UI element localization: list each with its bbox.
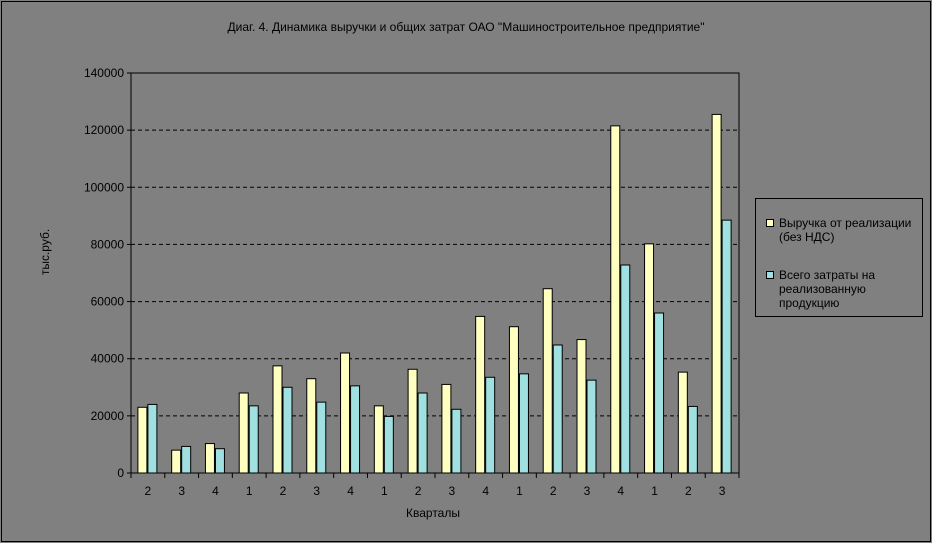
- bar-costs: [620, 264, 631, 474]
- bar-revenue: [644, 243, 655, 474]
- plot-area: [130, 72, 740, 474]
- x-axis-label: Кварталы: [406, 506, 460, 520]
- y-tick-label: 40000: [91, 352, 125, 366]
- x-tick-label: 4: [482, 484, 489, 498]
- x-tick-label: 1: [381, 484, 388, 498]
- bar-costs: [721, 219, 732, 474]
- bar-revenue: [306, 378, 317, 474]
- bar-costs: [282, 386, 293, 474]
- x-tick-label: 2: [280, 484, 287, 498]
- x-tick-label: 2: [145, 484, 152, 498]
- y-tick-label: 140000: [84, 66, 124, 80]
- x-tick-label: 3: [584, 484, 591, 498]
- bar-revenue: [576, 339, 587, 474]
- x-tick-label: 1: [246, 484, 253, 498]
- bar-costs: [350, 385, 361, 474]
- legend-label-costs: Всего затраты на реализованную продукцию: [779, 268, 876, 310]
- bar-revenue: [677, 371, 688, 474]
- x-tick-label: 1: [516, 484, 523, 498]
- x-tick-label: 3: [313, 484, 320, 498]
- legend-swatch-costs: [766, 271, 774, 279]
- bar-costs: [485, 376, 496, 474]
- bar-costs: [518, 373, 529, 474]
- bar-revenue: [238, 392, 249, 474]
- bar-costs: [654, 312, 665, 474]
- legend-label-revenue: Выручка от реализации (без НДС): [779, 216, 912, 244]
- y-axis-label: тыс.руб.: [38, 228, 52, 276]
- x-tick-label: 4: [617, 484, 624, 498]
- x-tick-label: 3: [449, 484, 456, 498]
- bar-revenue: [272, 365, 283, 474]
- bar-revenue: [475, 315, 486, 474]
- chart-title: Диаг. 4. Динамика выручки и общих затрат…: [227, 20, 705, 34]
- x-tick-label: 3: [719, 484, 726, 498]
- bar-costs: [417, 392, 428, 474]
- bar-costs: [687, 405, 698, 474]
- bar-revenue: [137, 406, 148, 474]
- bar-revenue: [373, 405, 384, 474]
- bar-revenue: [711, 113, 722, 474]
- y-tick-label: 100000: [84, 180, 124, 194]
- bar-costs: [248, 405, 259, 474]
- bar-costs: [586, 379, 597, 474]
- x-tick-label: 3: [178, 484, 185, 498]
- bar-costs: [552, 344, 563, 474]
- legend-swatch-revenue: [766, 219, 774, 227]
- bar-costs: [214, 448, 225, 474]
- bar-revenue: [441, 383, 452, 474]
- bar-revenue: [610, 125, 621, 474]
- x-tick-label: 2: [415, 484, 422, 498]
- y-tick-label: 0: [117, 466, 124, 480]
- x-tick-label: 4: [347, 484, 354, 498]
- bar-revenue: [171, 449, 182, 474]
- bar-costs: [147, 403, 158, 474]
- bar-costs: [383, 415, 394, 474]
- bar-revenue: [542, 288, 553, 474]
- bar-costs: [451, 408, 462, 474]
- x-tick-label: 2: [685, 484, 692, 498]
- y-tick-label: 20000: [91, 409, 125, 423]
- bar-costs: [181, 445, 192, 474]
- x-tick-label: 1: [651, 484, 658, 498]
- y-tick-label: 80000: [91, 237, 125, 251]
- x-tick-label: 2: [550, 484, 557, 498]
- bar-revenue: [508, 326, 519, 474]
- legend: Выручка от реализации (без НДС) Всего за…: [755, 198, 923, 317]
- bar-revenue: [340, 352, 351, 474]
- bar-revenue: [407, 368, 418, 474]
- bar-costs: [316, 401, 327, 474]
- y-tick-label: 120000: [84, 123, 124, 137]
- y-tick-label: 60000: [91, 295, 125, 309]
- bar-revenue: [204, 443, 215, 474]
- x-tick-label: 4: [212, 484, 219, 498]
